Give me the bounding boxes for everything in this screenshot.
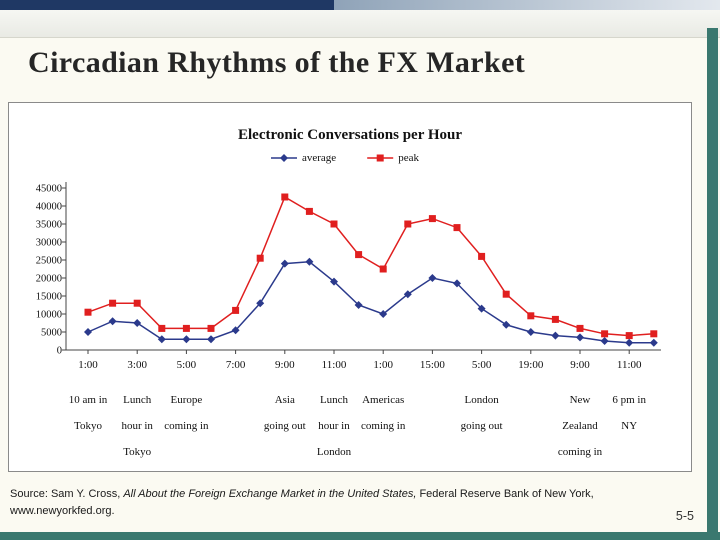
svg-text:London: London	[464, 394, 499, 406]
source-book-title: All About the Foreign Exchange Market in…	[123, 488, 417, 500]
svg-text:7:00: 7:00	[226, 359, 246, 371]
svg-text:40000: 40000	[36, 202, 62, 213]
svg-text:3:00: 3:00	[127, 359, 147, 371]
svg-text:Lunch: Lunch	[320, 394, 349, 406]
svg-text:35000: 35000	[36, 220, 62, 231]
svg-text:average: average	[302, 152, 336, 164]
svg-text:19:00: 19:00	[518, 359, 544, 371]
svg-text:10000: 10000	[36, 310, 62, 321]
svg-text:hour in: hour in	[318, 420, 350, 432]
svg-text:Lunch: Lunch	[123, 394, 152, 406]
svg-text:coming in: coming in	[164, 420, 209, 432]
svg-text:30000: 30000	[36, 238, 62, 249]
svg-text:15000: 15000	[36, 292, 62, 303]
bottom-accent-bar	[0, 532, 720, 540]
svg-text:hour in: hour in	[121, 420, 153, 432]
svg-text:coming in: coming in	[361, 420, 406, 432]
svg-text:9:00: 9:00	[570, 359, 590, 371]
svg-text:5000: 5000	[41, 328, 62, 339]
right-accent-bar	[707, 28, 718, 540]
source-prefix: Source: Sam Y. Cross,	[10, 488, 124, 500]
svg-text:coming in: coming in	[558, 446, 603, 458]
svg-text:20000: 20000	[36, 274, 62, 285]
svg-text:Zealand: Zealand	[562, 420, 598, 432]
slide-title: Circadian Rhythms of the FX Market	[28, 46, 526, 79]
fx-chart-svg: Electronic Conversations per Hour average…	[36, 127, 661, 458]
svg-text:10 am in: 10 am in	[69, 394, 108, 406]
svg-text:going out: going out	[264, 420, 306, 432]
svg-text:Tokyo: Tokyo	[123, 446, 151, 458]
svg-text:Americas: Americas	[362, 394, 404, 406]
svg-text:Asia: Asia	[275, 394, 295, 406]
svg-text:1:00: 1:00	[78, 359, 98, 371]
svg-text:1:00: 1:00	[373, 359, 393, 371]
source-url: www.newyorkfed.org.	[10, 504, 115, 517]
page-number: 5-5	[675, 509, 694, 523]
header-band	[0, 10, 720, 38]
svg-text:15:00: 15:00	[420, 359, 446, 371]
source-suffix: Federal Reserve Bank of New York,	[416, 488, 594, 500]
svg-text:45000: 45000	[36, 184, 62, 195]
svg-text:9:00: 9:00	[275, 359, 295, 371]
svg-text:11:00: 11:00	[322, 359, 347, 371]
svg-text:Europe: Europe	[171, 394, 203, 406]
svg-text:5:00: 5:00	[177, 359, 197, 371]
svg-text:New: New	[570, 394, 591, 406]
header-top-right-strip	[334, 0, 720, 10]
svg-text:6 pm in: 6 pm in	[612, 394, 646, 406]
chart-panel: Electronic Conversations per Hour average…	[8, 102, 692, 472]
source-text: Source: Sam Y. Cross, All About the Fore…	[10, 486, 670, 519]
svg-text:Tokyo: Tokyo	[74, 420, 102, 432]
svg-text:0: 0	[57, 346, 62, 357]
svg-text:going out: going out	[461, 420, 503, 432]
svg-text:peak: peak	[398, 152, 419, 164]
svg-text:Electronic Conversations per H: Electronic Conversations per Hour	[238, 127, 462, 143]
svg-text:London: London	[317, 446, 352, 458]
svg-text:5:00: 5:00	[472, 359, 492, 371]
svg-text:NY: NY	[621, 420, 637, 432]
svg-text:25000: 25000	[36, 256, 62, 267]
header-navy-bar	[0, 0, 334, 10]
svg-text:11:00: 11:00	[617, 359, 642, 371]
